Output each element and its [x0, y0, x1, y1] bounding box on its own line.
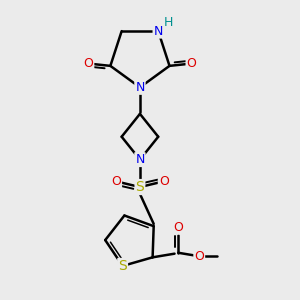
Text: O: O: [159, 175, 169, 188]
Text: N: N: [154, 25, 163, 38]
Text: N: N: [135, 153, 145, 166]
Text: O: O: [187, 57, 196, 70]
Text: S: S: [136, 180, 144, 194]
Text: O: O: [173, 220, 183, 234]
Text: O: O: [83, 57, 93, 70]
Text: H: H: [164, 16, 173, 29]
Text: O: O: [194, 250, 204, 263]
Text: N: N: [135, 81, 145, 94]
Text: O: O: [111, 175, 121, 188]
Text: S: S: [118, 259, 127, 273]
